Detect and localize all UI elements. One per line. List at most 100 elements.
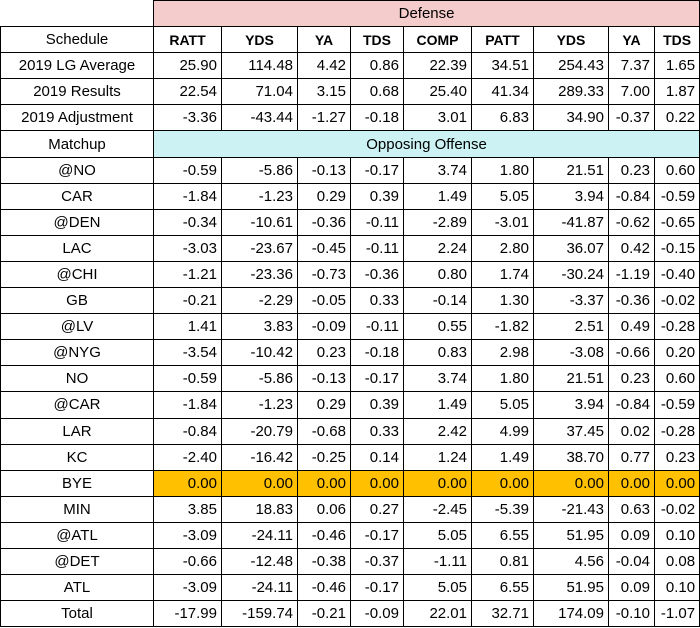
value-cell: 0.23 bbox=[653, 443, 700, 471]
value-cell: 38.70 bbox=[533, 443, 609, 471]
value-cell: -0.40 bbox=[653, 260, 700, 289]
value-cell: 1.49 bbox=[471, 443, 534, 471]
value-cell: 1.49 bbox=[403, 391, 472, 419]
value-cell: -2.29 bbox=[221, 287, 298, 315]
matchup-row: @CHI -1.21 -23.36 -0.73 -0.36 0.80 1.74 -30.24-… bbox=[0, 260, 700, 289]
matchup-row: NO -0.59 -5.86 -0.13 -0.17 3.74 1.80 21.51 0.23 0… bbox=[0, 365, 700, 393]
value-cell: -3.09 bbox=[153, 574, 222, 602]
value-cell: 4.56 bbox=[533, 547, 609, 576]
row-label: @NYG bbox=[0, 339, 154, 367]
bye-week-row: BYE 0.00 0.00 0.00 0.00 0.00 0.00 0.00 0.00 0.00 bbox=[0, 469, 700, 497]
total-row: Total -17.99 -159.74 -0.21 -0.09 22.01 32.71 17… bbox=[0, 600, 700, 628]
value-cell: 1.41 bbox=[153, 313, 222, 341]
value-cell: -0.13 bbox=[297, 156, 351, 184]
summary-row: 2019 LG Average 25.90 114.48 4.42 0.86 22.39 3… bbox=[0, 52, 700, 80]
value-cell: -0.13 bbox=[297, 365, 351, 393]
value-cell: 4.42 bbox=[297, 52, 351, 80]
value-cell: 0.00 bbox=[653, 469, 700, 497]
value-cell: 0.00 bbox=[533, 469, 609, 497]
matchup-row: MIN 3.85 18.83 0.06 0.27 -2.45 -5.39 -21.43 0.63… bbox=[0, 495, 700, 523]
value-cell: 0.10 bbox=[653, 574, 700, 602]
value-cell: 5.05 bbox=[471, 182, 534, 210]
value-cell: -23.36 bbox=[221, 260, 298, 289]
row-label: @ATL bbox=[0, 521, 154, 549]
value-cell: -30.24 bbox=[533, 260, 609, 289]
value-cell: 1.87 bbox=[653, 78, 700, 106]
row-label: @DEN bbox=[0, 208, 154, 236]
row-label: 2019 Adjustment bbox=[0, 104, 154, 132]
row-label: KC bbox=[0, 443, 154, 471]
value-cell: -0.46 bbox=[297, 574, 351, 602]
value-cell: -0.59 bbox=[153, 365, 222, 393]
value-cell: 1.80 bbox=[471, 365, 534, 393]
value-cell: -3.09 bbox=[153, 521, 222, 549]
value-cell: -23.67 bbox=[221, 234, 298, 262]
value-cell: 0.55 bbox=[403, 313, 472, 341]
value-cell: 0.00 bbox=[153, 469, 222, 497]
value-cell: 0.00 bbox=[403, 469, 472, 497]
value-cell: -3.54 bbox=[153, 339, 222, 367]
opposing-offense-band-label: Opposing Offense bbox=[152, 130, 700, 158]
value-cell: 0.63 bbox=[608, 495, 655, 523]
value-cell: 25.90 bbox=[153, 52, 222, 80]
value-cell: -0.65 bbox=[653, 208, 700, 236]
value-cell: 114.48 bbox=[221, 52, 298, 80]
row-label: NO bbox=[0, 365, 154, 393]
value-cell: 6.55 bbox=[471, 521, 534, 549]
value-cell: 174.09 bbox=[533, 600, 609, 628]
value-cell: -0.36 bbox=[297, 208, 351, 236]
value-cell: 25.40 bbox=[403, 78, 472, 106]
matchup-row: LAR -0.84 -20.79 -0.68 0.33 2.42 4.99 37.45 0.02… bbox=[0, 417, 700, 445]
value-cell: -3.01 bbox=[471, 208, 534, 236]
column-header-patt-5: PATT bbox=[471, 26, 534, 54]
row-label: MIN bbox=[0, 495, 154, 523]
value-cell: -0.11 bbox=[350, 313, 404, 341]
row-label: @NO bbox=[0, 156, 154, 184]
value-cell: -1.23 bbox=[221, 391, 298, 419]
value-cell: 254.43 bbox=[533, 52, 609, 80]
matchup-header-row: Matchup Opposing Offense bbox=[0, 130, 700, 158]
schedule-header: Schedule bbox=[0, 26, 154, 54]
value-cell: -0.25 bbox=[297, 443, 351, 471]
value-cell: 0.14 bbox=[350, 443, 404, 471]
column-header-ya-7: YA bbox=[608, 26, 655, 54]
row-label: LAR bbox=[0, 417, 154, 445]
matchup-row: ATL -3.09 -24.11 -0.46 -0.17 5.05 6.55 51.95 0.0… bbox=[0, 574, 700, 602]
value-cell: -10.42 bbox=[221, 339, 298, 367]
value-cell: -0.21 bbox=[153, 287, 222, 315]
value-cell: 0.33 bbox=[350, 287, 404, 315]
value-cell: 0.86 bbox=[350, 52, 404, 80]
value-cell: 0.00 bbox=[221, 469, 298, 497]
value-cell: 0.00 bbox=[471, 469, 534, 497]
value-cell: 6.55 bbox=[471, 574, 534, 602]
value-cell: 22.54 bbox=[153, 78, 222, 106]
value-cell: 0.08 bbox=[653, 547, 700, 576]
matchup-row: @DEN -0.34 -10.61 -0.36 -0.11 -2.89 -3.01 -41.8… bbox=[0, 208, 700, 236]
value-cell: 0.29 bbox=[297, 391, 351, 419]
value-cell: -0.84 bbox=[153, 417, 222, 445]
value-cell: 0.10 bbox=[653, 521, 700, 549]
value-cell: 0.39 bbox=[350, 391, 404, 419]
value-cell: 2.51 bbox=[533, 313, 609, 341]
value-cell: 1.49 bbox=[403, 182, 472, 210]
value-cell: -3.03 bbox=[153, 234, 222, 262]
column-header-tds-8: TDS bbox=[653, 26, 700, 54]
value-cell: 5.05 bbox=[403, 521, 472, 549]
value-cell: 34.51 bbox=[471, 52, 534, 80]
value-cell: -1.21 bbox=[153, 260, 222, 289]
value-cell: -0.36 bbox=[350, 260, 404, 289]
value-cell: -0.18 bbox=[350, 339, 404, 367]
value-cell: -0.28 bbox=[653, 313, 700, 341]
value-cell: -0.15 bbox=[653, 234, 700, 262]
value-cell: 36.07 bbox=[533, 234, 609, 262]
value-cell: -1.27 bbox=[297, 104, 351, 132]
value-cell: 0.06 bbox=[297, 495, 351, 523]
value-cell: 0.09 bbox=[608, 574, 655, 602]
value-cell: -1.82 bbox=[471, 313, 534, 341]
value-cell: 1.80 bbox=[471, 156, 534, 184]
value-cell: 41.34 bbox=[471, 78, 534, 106]
value-cell: 32.71 bbox=[471, 600, 534, 628]
value-cell: 4.99 bbox=[471, 417, 534, 445]
value-cell: -3.08 bbox=[533, 339, 609, 367]
value-cell: -24.11 bbox=[221, 521, 298, 549]
